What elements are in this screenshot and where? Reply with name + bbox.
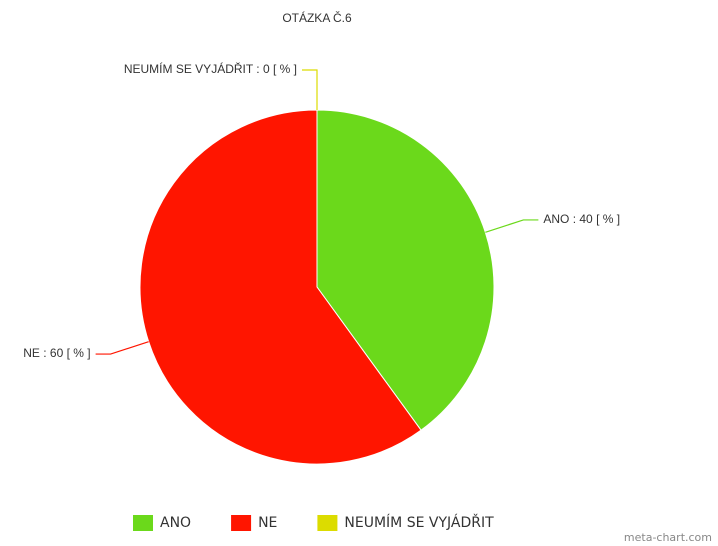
credit: meta-chart.com (624, 531, 712, 544)
data-label: NE : 60 [ % ] (23, 346, 90, 360)
leader-line (302, 69, 318, 110)
data-label: NEUMÍM SE VYJÁDŘIT : 0 [ % ] (124, 61, 297, 76)
legend-label: NE (258, 515, 277, 531)
legend-swatch (231, 515, 252, 531)
legend-label: ANO (160, 515, 191, 531)
legend-swatch (317, 515, 338, 531)
leader-line (95, 341, 149, 355)
chart-title: OTÁZKA Č.6 (282, 10, 352, 25)
legend-swatch (133, 515, 153, 531)
pie-slice (316, 109, 495, 431)
pie-slice (139, 109, 422, 465)
leader-line (485, 219, 539, 233)
legend-label: NEUMÍM SE VYJÁDŘIT (344, 514, 494, 531)
data-label: ANO : 40 [ % ] (543, 212, 620, 226)
